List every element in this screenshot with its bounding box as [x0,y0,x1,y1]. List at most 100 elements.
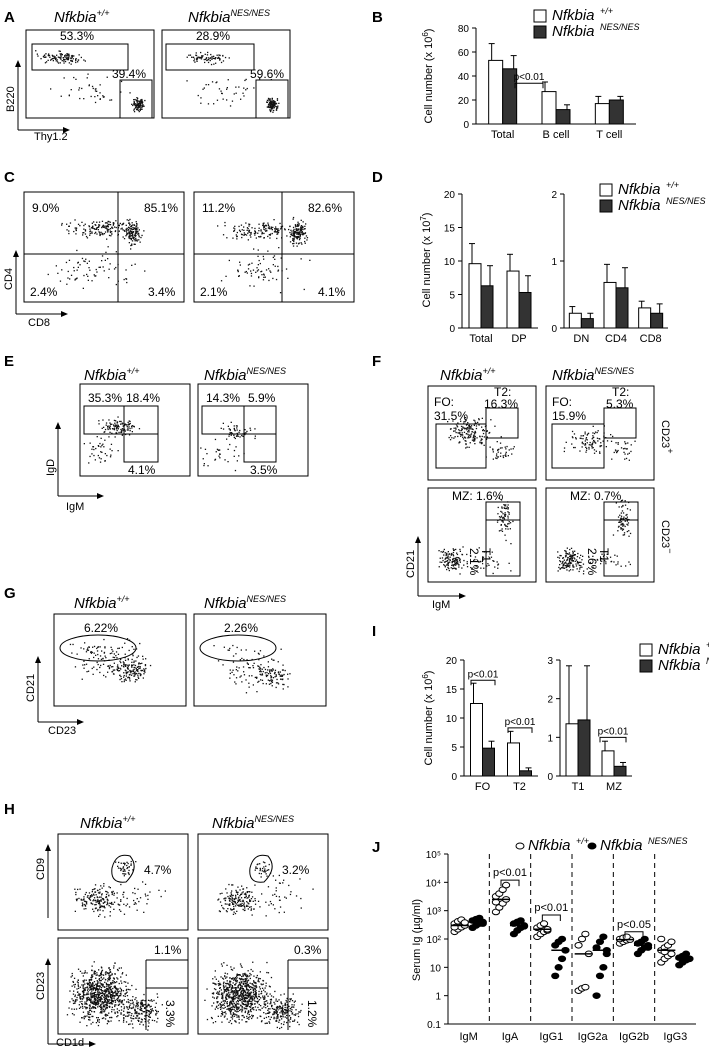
event-dot [115,420,117,422]
event-dot [118,224,120,226]
dot-cloud [204,961,303,1030]
event-dot [228,996,230,999]
event-dot [269,102,271,104]
event-dot [231,1000,233,1002]
event-dot [102,1004,105,1006]
event-dot [285,897,287,899]
event-dot [241,1007,243,1009]
event-dot [82,903,84,906]
event-dot [447,421,449,423]
event-dot [222,60,225,62]
event-dot [128,420,130,422]
event-dot [445,557,447,559]
event-dot [128,227,130,229]
event-dot [151,1008,153,1010]
event-dot [486,565,488,567]
event-dot [300,897,302,900]
event-dot [76,988,78,990]
event-dot [501,506,503,508]
event-dot [92,1005,94,1008]
event-dot [271,99,273,101]
event-dot [580,435,582,437]
event-dot [86,998,88,1001]
event-dot [628,459,630,461]
event-dot [566,564,568,567]
event-dot [231,1008,234,1011]
event-dot [141,1019,143,1021]
event-dot [96,980,98,982]
event-dot [236,460,238,462]
event-dot [131,233,133,235]
event-dot [264,868,266,870]
event-dot [595,450,597,452]
event-dot [221,892,223,894]
event-dot [243,95,245,97]
event-dot [224,459,226,461]
event-dot [591,447,593,449]
event-dot [125,974,127,976]
event-dot [505,448,507,450]
event-dot [565,555,567,557]
event-dot [205,84,207,86]
event-dot [106,904,108,906]
event-dot [92,986,95,988]
event-dot [129,680,131,682]
event-dot [215,978,217,980]
event-dot [305,223,307,225]
event-dot [117,997,119,999]
event-dot [117,1015,119,1017]
event-dot [478,424,480,426]
event-dot [88,897,90,900]
event-dot [136,100,138,102]
event-dot [89,999,91,1002]
event-dot [283,879,285,881]
event-dot [90,986,92,989]
event-dot [207,465,209,467]
panel-label: D [372,169,383,186]
event-dot [568,560,571,563]
event-dot [127,228,130,231]
event-dot [109,221,111,223]
event-dot [128,222,130,224]
event-dot [224,990,226,992]
event-dot [293,239,295,241]
event-dot [558,557,561,559]
event-dot [237,1000,239,1002]
event-dot [97,996,99,998]
event-dot [565,561,567,563]
event-dot [572,437,574,439]
event-dot [83,898,85,900]
event-dot [468,427,471,429]
event-dot [271,97,273,100]
event-dot [96,1017,98,1019]
event-dot [117,666,119,668]
event-dot [120,900,122,902]
event-dot [83,98,85,100]
event-dot [265,225,268,227]
event-dot [225,275,227,277]
event-dot [122,236,124,238]
y-tick-label: 5 [449,291,455,302]
event-dot [127,677,129,679]
event-dot [267,972,270,974]
event-dot [49,56,51,58]
event-dot [213,103,215,105]
event-dot [69,278,71,280]
event-dot [45,56,47,58]
event-dot [81,984,83,986]
event-dot [102,985,104,987]
event-dot [101,427,103,429]
event-dot [231,978,233,980]
event-dot [588,446,590,449]
event-dot [240,905,243,907]
event-dot [100,980,102,982]
event-dot [81,221,83,223]
event-dot [94,987,96,989]
event-dot [96,994,98,996]
event-dot [249,906,251,908]
event-dot [97,990,99,992]
event-dot [271,232,273,235]
event-dot [270,228,273,230]
event-dot [231,988,233,990]
event-dot [224,972,226,974]
